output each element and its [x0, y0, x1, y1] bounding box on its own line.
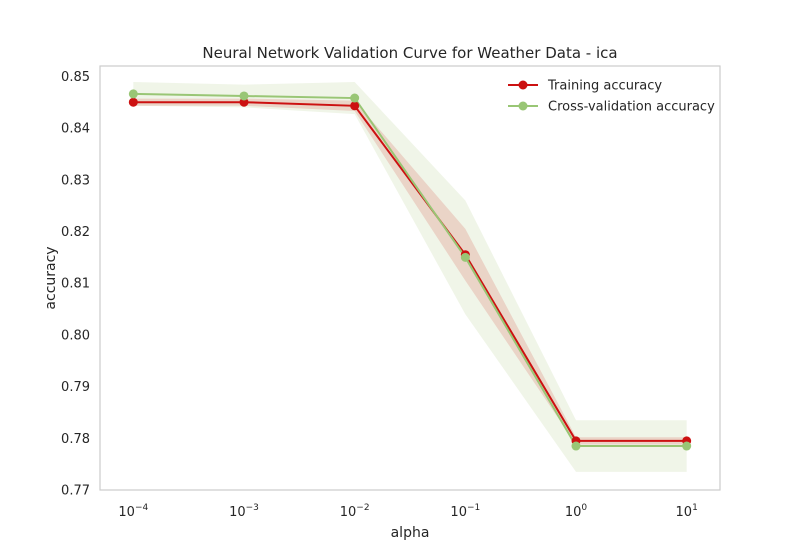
y-tick-label: 0.84 [61, 122, 90, 137]
series-lines [133, 92, 687, 448]
cv-accuracy-point [460, 252, 470, 262]
x-tick-label: 10−4 [118, 503, 148, 520]
y-axis-label: accuracy [43, 246, 59, 309]
x-tick-label: 10−3 [229, 503, 259, 520]
cv-accuracy-point [571, 441, 581, 451]
x-axis-label: alpha [391, 525, 430, 541]
training-accuracy-point [350, 101, 360, 111]
y-tick-label: 0.79 [61, 380, 90, 395]
cv-accuracy-line [133, 92, 687, 448]
training-legend-label: Training accuracy [547, 79, 662, 94]
plot-frame [99, 65, 721, 491]
training-accuracy-line [133, 101, 687, 442]
cv-accuracy-point [350, 93, 360, 103]
training-accuracy-point [239, 97, 249, 107]
training-legend-marker [518, 80, 528, 90]
x-tick-label: 101 [676, 503, 698, 520]
x-tick-label: 10−2 [340, 503, 370, 520]
y-axis-ticks: 0.77 0.78 0.79 0.80 0.81 0.82 0.83 0.84 0.85 [61, 70, 90, 499]
cv-accuracy-band [133, 82, 687, 472]
cv-accuracy-point [128, 89, 138, 99]
y-tick-label: 0.85 [61, 70, 90, 85]
y-tick-label: 0.80 [61, 328, 90, 343]
confidence-bands [133, 82, 687, 472]
x-tick-label: 100 [565, 503, 588, 520]
y-tick-label: 0.83 [61, 173, 90, 188]
y-tick-label: 0.81 [61, 277, 90, 292]
y-tick-label: 0.82 [61, 225, 90, 240]
cv-accuracy-point [239, 91, 249, 101]
legend: Training accuracy Cross-validation accura… [508, 79, 715, 115]
training-accuracy-band [133, 98, 687, 445]
x-tick-label: 10−1 [450, 503, 480, 520]
cv-legend-label: Cross-validation accuracy [548, 100, 715, 115]
series-points [128, 89, 692, 451]
x-axis-ticks: 10−4 10−3 10−2 10−1 100 101 [118, 503, 697, 520]
training-accuracy-point [128, 97, 138, 107]
y-tick-label: 0.77 [61, 484, 90, 499]
cv-accuracy-point [682, 441, 692, 451]
chart-title: Neural Network Validation Curve for Weat… [202, 44, 617, 62]
cv-legend-marker [518, 101, 528, 111]
y-tick-label: 0.78 [61, 432, 90, 447]
